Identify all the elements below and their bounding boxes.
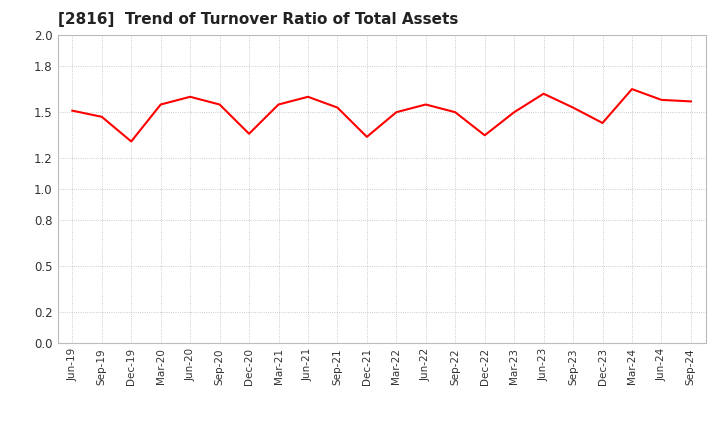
- Text: [2816]  Trend of Turnover Ratio of Total Assets: [2816] Trend of Turnover Ratio of Total …: [58, 12, 458, 27]
